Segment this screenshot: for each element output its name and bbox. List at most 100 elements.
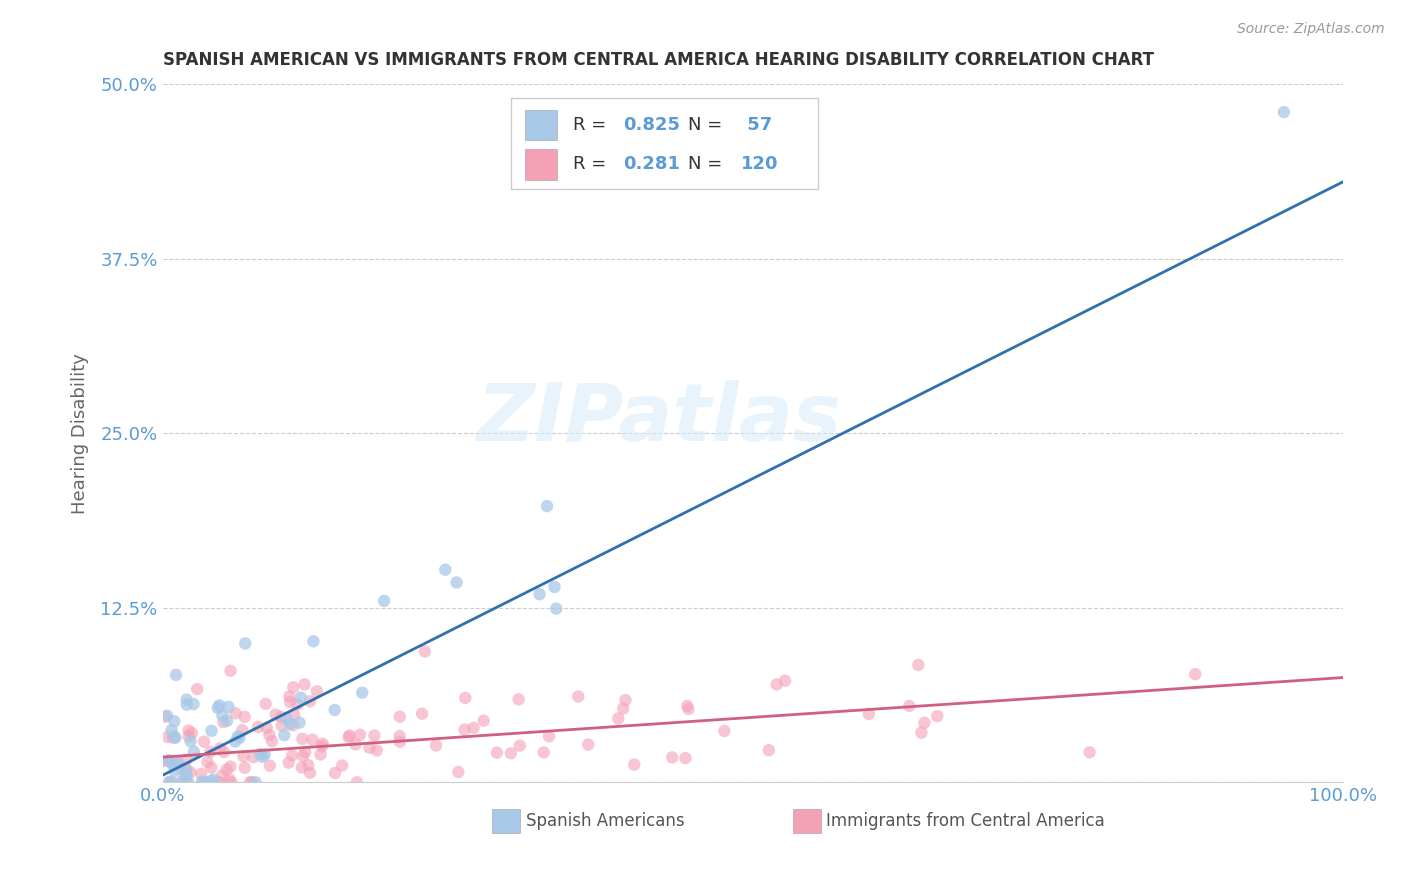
- Point: [907, 657, 929, 672]
- Point: [388, 709, 411, 723]
- Point: [366, 743, 388, 757]
- Text: Immigrants from Central America: Immigrants from Central America: [825, 813, 1105, 830]
- Point: [162, 757, 184, 772]
- Point: [253, 747, 276, 762]
- Point: [233, 761, 256, 775]
- Text: R =: R =: [574, 155, 613, 173]
- Point: [174, 768, 197, 782]
- Point: [291, 760, 314, 774]
- Point: [197, 755, 219, 769]
- Point: [181, 726, 204, 740]
- Point: [273, 728, 295, 742]
- Point: [211, 708, 233, 723]
- Point: [434, 563, 457, 577]
- Point: [208, 775, 231, 789]
- Point: [162, 775, 184, 789]
- Point: [283, 707, 305, 722]
- Point: [160, 723, 183, 738]
- Text: 0.281: 0.281: [623, 155, 681, 173]
- Point: [305, 684, 328, 698]
- Point: [215, 714, 238, 728]
- Point: [758, 743, 780, 757]
- Point: [233, 636, 256, 650]
- Point: [301, 732, 323, 747]
- Point: [1078, 745, 1101, 759]
- FancyBboxPatch shape: [510, 98, 818, 189]
- Point: [290, 690, 312, 705]
- Point: [169, 762, 191, 776]
- Point: [914, 715, 936, 730]
- Point: [191, 775, 214, 789]
- Point: [288, 715, 311, 730]
- Point: [179, 765, 201, 780]
- Point: [344, 738, 367, 752]
- Point: [330, 758, 353, 772]
- Point: [537, 729, 560, 743]
- Point: [294, 745, 316, 759]
- Point: [174, 761, 197, 775]
- Point: [208, 698, 231, 713]
- Point: [233, 710, 256, 724]
- Point: [174, 775, 197, 789]
- Point: [252, 749, 274, 764]
- Point: [675, 751, 697, 765]
- Point: [162, 731, 184, 745]
- Point: [281, 718, 304, 732]
- Text: N =: N =: [688, 116, 728, 134]
- Point: [170, 775, 193, 789]
- Point: [231, 723, 253, 738]
- Text: 120: 120: [741, 155, 779, 173]
- Point: [898, 698, 921, 713]
- Point: [291, 749, 314, 764]
- Point: [270, 718, 292, 732]
- Point: [413, 644, 436, 658]
- Point: [283, 680, 305, 694]
- Point: [228, 731, 250, 745]
- Point: [212, 745, 235, 759]
- Point: [177, 723, 200, 738]
- Point: [352, 686, 374, 700]
- Point: [157, 775, 180, 789]
- Point: [224, 734, 246, 748]
- Point: [363, 729, 385, 743]
- Point: [249, 747, 271, 761]
- Point: [567, 690, 589, 704]
- Point: [200, 745, 222, 759]
- Point: [910, 725, 932, 739]
- Point: [927, 709, 949, 723]
- Point: [485, 746, 508, 760]
- Point: [163, 714, 186, 729]
- FancyBboxPatch shape: [524, 149, 557, 180]
- Point: [207, 701, 229, 715]
- Point: [411, 706, 433, 721]
- Point: [509, 739, 531, 753]
- Point: [180, 734, 202, 748]
- Point: [388, 735, 411, 749]
- Point: [276, 711, 298, 725]
- Point: [167, 756, 190, 771]
- Point: [323, 766, 346, 780]
- Point: [247, 720, 270, 734]
- Text: R =: R =: [574, 116, 613, 134]
- Point: [194, 775, 217, 789]
- Point: [259, 758, 281, 772]
- Point: [311, 739, 333, 754]
- Point: [208, 741, 231, 756]
- Point: [186, 681, 208, 696]
- Point: [183, 745, 205, 759]
- Point: [281, 748, 304, 763]
- Point: [773, 673, 796, 688]
- Text: SPANISH AMERICAN VS IMMIGRANTS FROM CENTRAL AMERICA HEARING DISABILITY CORRELATI: SPANISH AMERICAN VS IMMIGRANTS FROM CENT…: [163, 51, 1153, 69]
- FancyBboxPatch shape: [793, 809, 821, 833]
- Point: [576, 738, 599, 752]
- Point: [298, 694, 321, 708]
- Point: [447, 764, 470, 779]
- Point: [259, 728, 281, 742]
- Point: [454, 690, 477, 705]
- Point: [612, 701, 634, 715]
- Point: [312, 737, 335, 751]
- Point: [543, 580, 565, 594]
- Point: [254, 697, 277, 711]
- Point: [176, 698, 198, 712]
- Point: [165, 731, 187, 745]
